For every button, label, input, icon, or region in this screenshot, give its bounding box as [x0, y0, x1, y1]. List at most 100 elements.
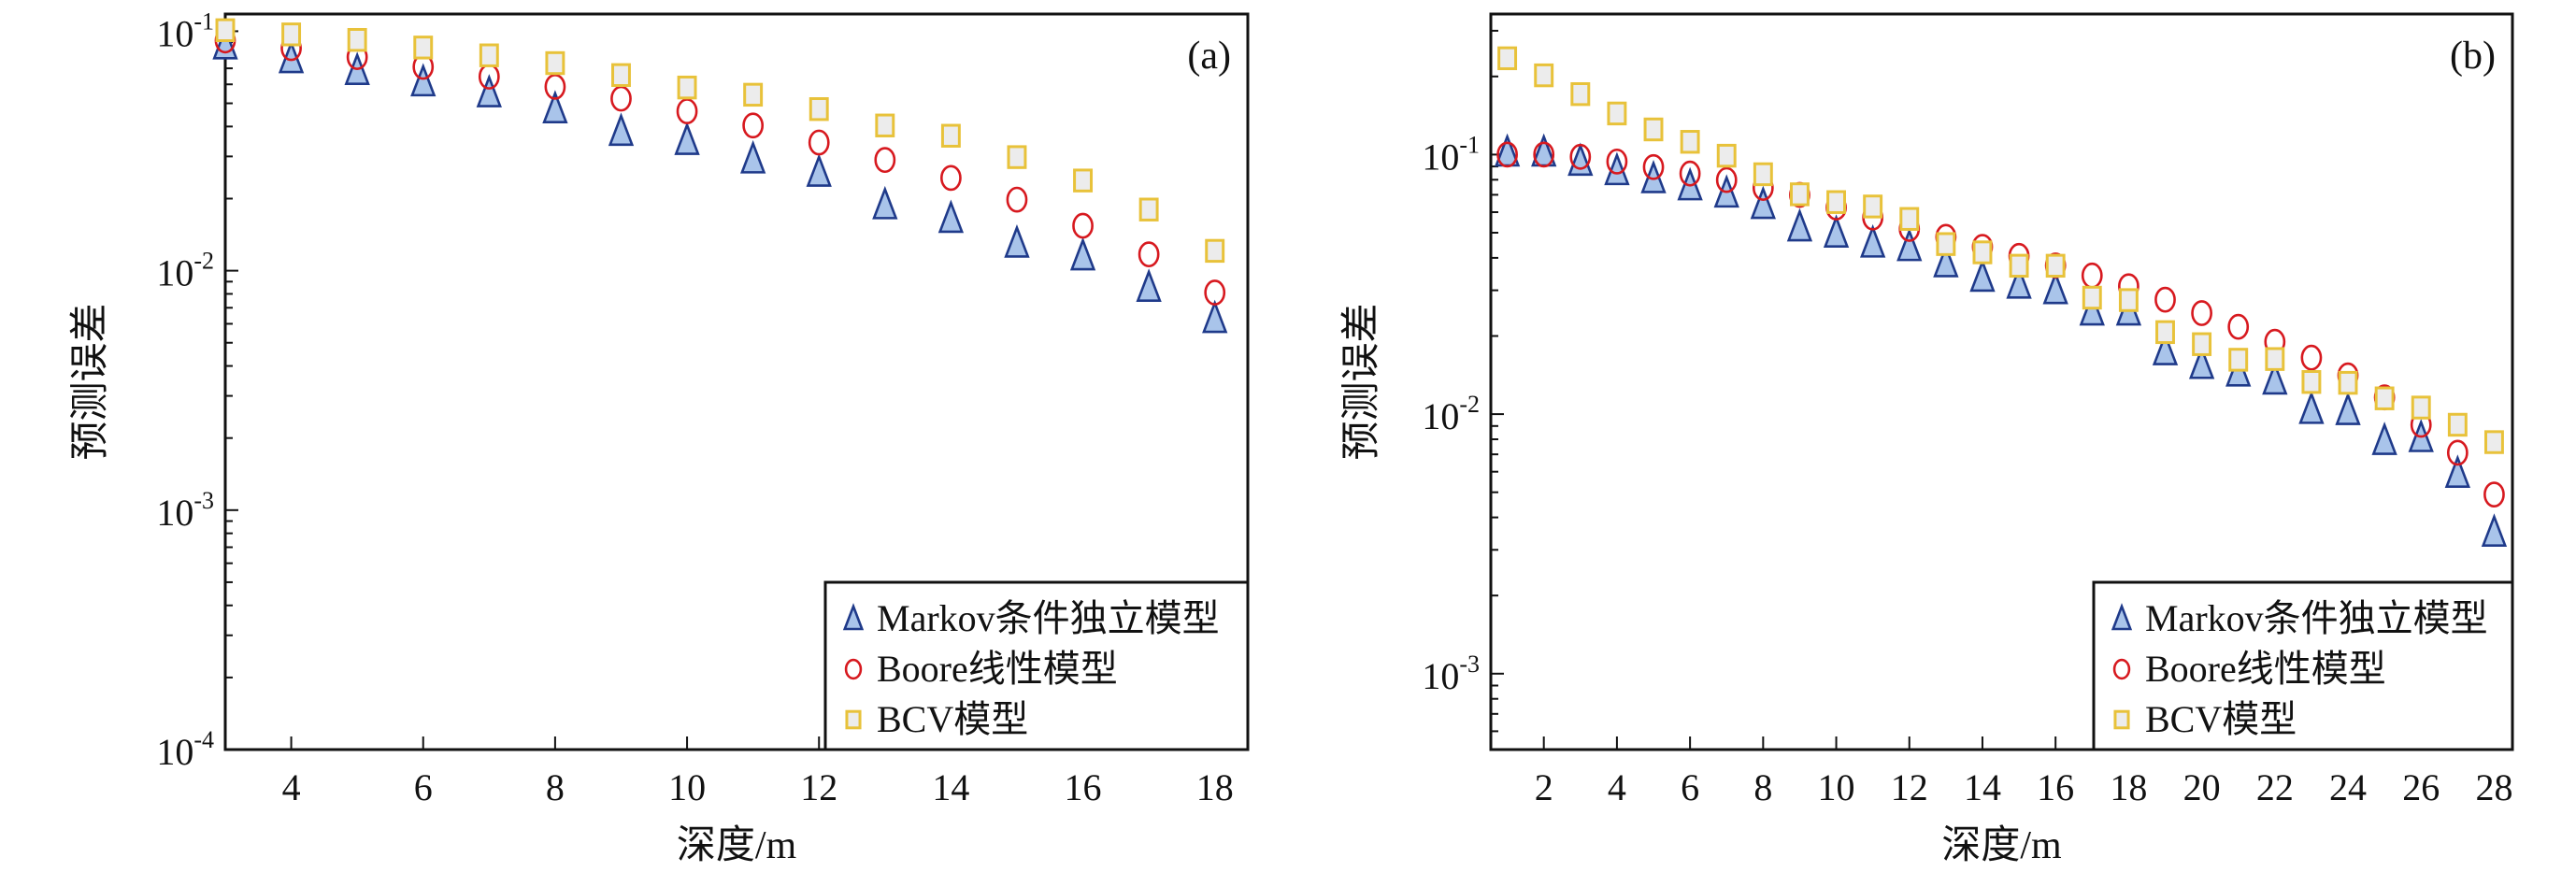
data-point [2006, 264, 2032, 299]
data-point [1715, 166, 1738, 193]
data-point [608, 112, 635, 147]
data-point [1753, 162, 1773, 187]
data-point [1972, 240, 1993, 264]
data-point [1006, 186, 1028, 213]
data-point [2338, 370, 2358, 395]
data-point [2265, 347, 2285, 371]
data-point [937, 199, 965, 234]
data-point [2483, 481, 2505, 508]
legend-marker-triangle [842, 603, 865, 631]
data-point [1640, 159, 1667, 193]
data-point [1750, 185, 1776, 220]
data-point [806, 153, 832, 187]
data-point [1136, 268, 1162, 302]
data-point [1679, 160, 1701, 187]
data-point [1004, 223, 1030, 258]
data-point [2262, 361, 2288, 395]
data-point [1680, 130, 1700, 154]
data-point [940, 123, 961, 148]
x-tick-label: 16 [1065, 766, 1102, 808]
x-tick-label: 12 [1891, 766, 1928, 808]
panel-label: (b) [2450, 35, 2496, 78]
y-tick-label: 10-4 [156, 726, 214, 773]
data-point [347, 27, 367, 52]
data-point [2374, 386, 2395, 410]
y-tick-label: 10-2 [156, 248, 214, 294]
data-point [1642, 153, 1665, 180]
x-tick-label: 26 [2402, 766, 2440, 808]
data-point [1896, 227, 1923, 262]
data-point [1569, 143, 1592, 170]
data-point [1533, 141, 1555, 168]
data-point [610, 85, 632, 112]
data-point [2446, 439, 2469, 466]
data-point [2081, 262, 2103, 289]
data-point [1607, 101, 1627, 126]
data-point [1716, 143, 1737, 168]
chart-panel-b: 2 4 6 8 10 12 14 16 18 20 22 24 26 2810-110-210-3深度/m… [1340, 12, 2514, 867]
plot-frame [1489, 12, 2514, 751]
data-point [2118, 288, 2139, 312]
data-point [2411, 395, 2431, 420]
data-point [874, 147, 896, 174]
data-point [215, 18, 236, 43]
data-point [1069, 236, 1096, 271]
data-point [281, 22, 302, 47]
data-point [2042, 270, 2068, 305]
data-point [1570, 81, 1591, 107]
series-square [215, 18, 1225, 264]
legend-label: Boore线性模型 [877, 648, 1118, 690]
legend-label: BCV模型 [2145, 698, 2297, 740]
data-point [872, 185, 898, 220]
plot-frame [223, 12, 1250, 751]
data-point [809, 97, 829, 122]
data-point [1138, 241, 1160, 268]
x-tick-label: 20 [2183, 766, 2221, 808]
data-point [2300, 344, 2323, 371]
data-point [544, 73, 566, 100]
data-point [2079, 292, 2105, 326]
data-point [1969, 258, 1996, 293]
series-circle [1496, 141, 2505, 508]
data-point [2444, 454, 2470, 489]
legend: Markov条件独立模型 Boore线性模型 BCV模型 [2092, 580, 2514, 751]
x-tick-label: 2 [1535, 766, 1553, 808]
data-point [2227, 313, 2250, 340]
x-tick-label: 8 [1753, 766, 1772, 808]
data-point [1936, 232, 1956, 256]
data-point [2447, 412, 2468, 437]
x-tick-label: 10 [1818, 766, 1855, 808]
data-point [278, 39, 305, 74]
data-point [2301, 370, 2322, 394]
data-point [1606, 148, 1628, 175]
x-axis-label: 深度/m [677, 824, 797, 867]
data-point [413, 36, 434, 60]
data-point [1534, 63, 1554, 88]
legend-marker-circle [2112, 658, 2131, 680]
data-point [1073, 168, 1094, 193]
data-point [2228, 348, 2249, 372]
data-point [1496, 141, 1518, 168]
series-triangle [1494, 133, 2508, 548]
legend-label: Markov条件独立模型 [877, 597, 1220, 639]
x-tick-label: 6 [414, 766, 433, 808]
data-point [1860, 223, 1886, 258]
x-tick-label: 18 [2110, 766, 2147, 808]
legend-marker-square [2113, 709, 2130, 730]
chart-panel-a: 4 6 8 10 12 14 16 18 10-1 10-2 10-3 10-4 深度/m 预测误差 (a)… [69, 7, 1250, 867]
data-point [410, 63, 436, 97]
x-tick-label: 28 [2475, 766, 2512, 808]
data-point [739, 139, 766, 174]
legend-box [823, 580, 1250, 751]
data-point [674, 122, 700, 155]
data-point [1204, 279, 1226, 306]
y-tick-label: 10-1 [156, 7, 214, 54]
data-point [2192, 332, 2212, 356]
panel-label: (a) [1187, 35, 1231, 78]
data-point [2082, 285, 2102, 310]
data-point [677, 75, 697, 100]
data-point [1933, 244, 1959, 278]
data-point [742, 112, 765, 139]
x-tick-label: 12 [800, 766, 837, 808]
